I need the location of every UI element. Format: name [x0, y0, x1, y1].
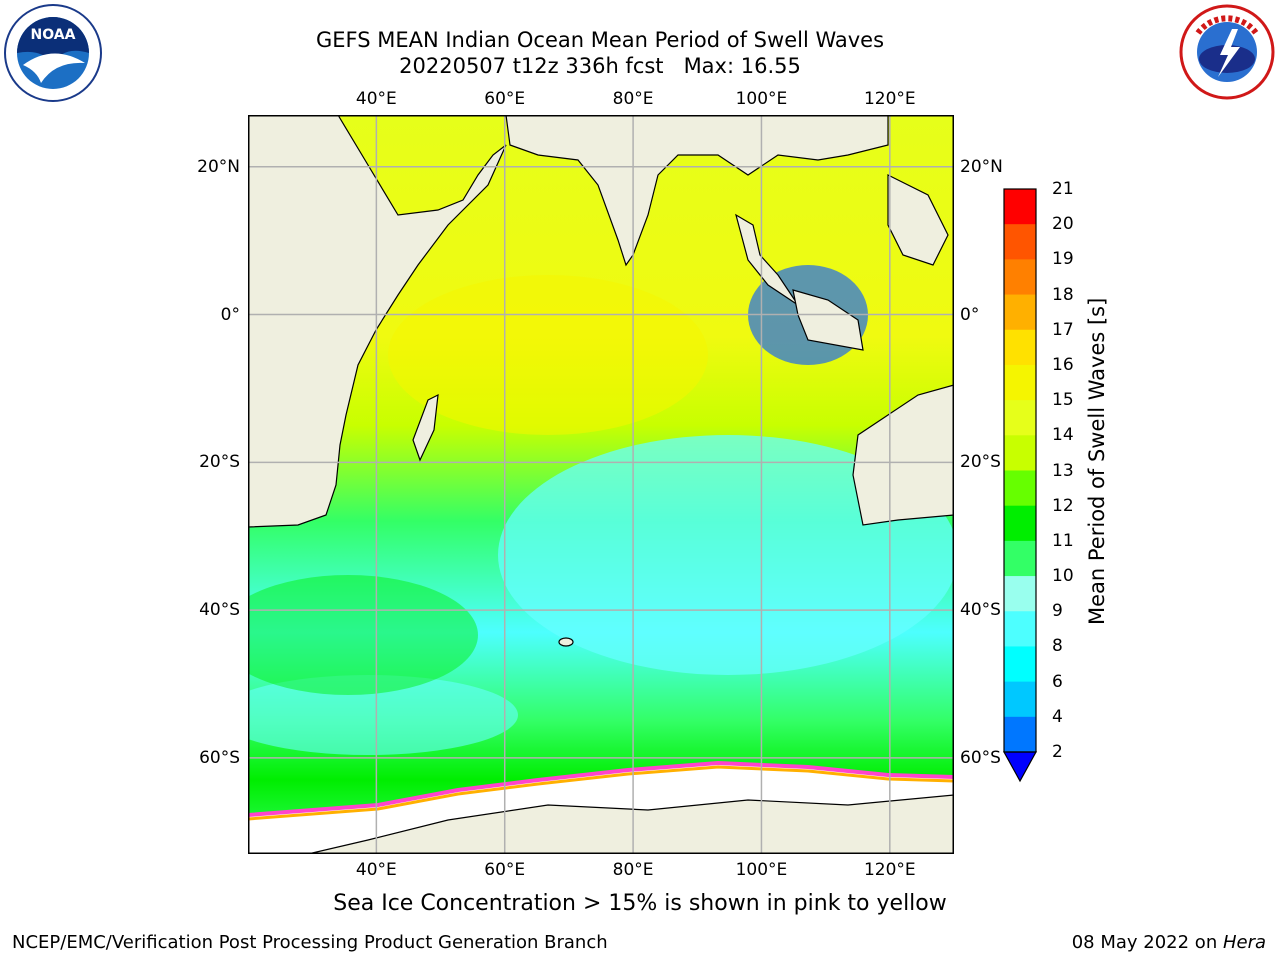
ocean-green-zone [248, 575, 478, 695]
colorbar-title: Mean Period of Swell Waves [s] [1085, 297, 1109, 625]
land-borneo [887, 174, 949, 266]
colorbar-label-13: 13 [1052, 460, 1074, 481]
lon-tick-bottom-60: 60°E [484, 860, 526, 880]
lon-tick-top-60: 60°E [484, 89, 526, 109]
ocean-cool-zone-west [248, 675, 518, 755]
colorbar-segment-0 [1004, 189, 1036, 225]
lon-tick-top-100: 100°E [735, 89, 788, 109]
land-madagascar [412, 393, 439, 462]
colorbar-segment-5 [1004, 364, 1036, 401]
colorbar-segment-2 [1004, 259, 1036, 296]
lat-tick-right-1: 0° [960, 304, 980, 325]
colorbar-label-14: 14 [1052, 425, 1074, 446]
sea-ice-edge-pink [248, 760, 954, 817]
lon-tick-top-80: 80°E [612, 89, 654, 109]
colorbar-label-6: 6 [1052, 671, 1063, 692]
colorbar-segment-6 [1004, 400, 1036, 436]
colorbar-segment-11 [1004, 576, 1036, 612]
colorbar-label-9: 9 [1052, 601, 1063, 622]
lat-tick-right-2: 20°S [960, 452, 1001, 473]
colorbar-segment-1 [1004, 224, 1036, 260]
colorbar-label-20: 20 [1052, 214, 1074, 235]
colorbar-label-8: 8 [1052, 636, 1063, 657]
lat-tick-right-3: 40°S [960, 600, 1001, 621]
noaa-logo: NOAA [4, 4, 102, 102]
lat-tick-left-4: 60°S [199, 747, 240, 768]
land-australia [852, 384, 954, 526]
land-antarctica [307, 794, 954, 854]
colorbar-label-15: 15 [1052, 390, 1074, 411]
land-kerguelen [558, 637, 574, 647]
colorbar-label-18: 18 [1052, 284, 1074, 305]
colorbar-segment-10 [1004, 540, 1036, 577]
lon-tick-bottom-40: 40°E [355, 860, 397, 880]
lat-tick-left-3: 40°S [199, 600, 240, 621]
colorbar [1002, 188, 1038, 783]
colorbar-segment-14 [1004, 681, 1036, 718]
colorbar-label-19: 19 [1052, 249, 1074, 270]
lat-tick-left-0: 20°N [197, 156, 240, 177]
colorbar-label-4: 4 [1052, 706, 1063, 727]
land-malay-peninsula [735, 213, 799, 306]
colorbar-segments [1004, 189, 1036, 753]
chart-subtitle: 20220507 t12z 336h fcst Max: 16.55 [399, 54, 801, 78]
colorbar-segment-9 [1004, 505, 1036, 542]
map-gridlines [248, 115, 954, 854]
lon-tick-bottom-100: 100°E [735, 860, 788, 880]
sea-ice-edge-orange [248, 765, 954, 821]
colorbar-under-arrow [1002, 751, 1038, 783]
lon-tick-bottom-80: 80°E [612, 860, 654, 880]
footer-credit: NCEP/EMC/Verification Post Processing Pr… [12, 932, 608, 953]
colorbar-segment-12 [1004, 611, 1036, 647]
colorbar-segment-3 [1004, 294, 1036, 331]
chart-title: GEFS MEAN Indian Ocean Mean Period of Sw… [315, 28, 885, 52]
land-asia-india [505, 115, 889, 267]
colorbar-label-10: 10 [1052, 566, 1074, 587]
nws-logo [1179, 4, 1275, 100]
footer-date-text: 08 May 2022 on [1071, 932, 1223, 953]
footer-date: 08 May 2022 on Hera [1072, 932, 1266, 954]
colorbar-segment-7 [1004, 435, 1036, 471]
ocean-cool-zone [498, 435, 954, 675]
footer-host: Hera [1222, 932, 1266, 953]
noaa-logo-text: NOAA [31, 27, 76, 43]
colorbar-segment-13 [1004, 646, 1036, 683]
colorbar-label-12: 12 [1052, 495, 1074, 516]
lon-tick-bottom-120: 120°E [863, 860, 916, 880]
colorbar-segment-8 [1004, 470, 1036, 507]
lat-tick-left-2: 20°S [199, 452, 240, 473]
colorbar-label-17: 17 [1052, 319, 1074, 340]
lat-tick-right-4: 60°S [960, 747, 1001, 768]
colorbar-label-2: 2 [1052, 742, 1063, 762]
lon-tick-top-40: 40°E [355, 89, 397, 109]
map-frame [248, 115, 954, 854]
lat-tick-left-1: 0° [220, 304, 240, 325]
colorbar-segment-15 [1004, 716, 1036, 753]
colorbar-frame [1003, 188, 1037, 753]
colorbar-label-16: 16 [1052, 354, 1074, 375]
colorbar-label-11: 11 [1052, 530, 1074, 551]
colorbar-segment-4 [1004, 329, 1036, 366]
colorbar-label-21: 21 [1052, 179, 1074, 199]
lat-tick-right-0: 20°N [960, 156, 1003, 177]
lon-tick-top-120: 120°E [863, 89, 916, 109]
map-plot [248, 115, 954, 854]
sea-ice-caption: Sea Ice Concentration > 15% is shown in … [333, 891, 947, 916]
